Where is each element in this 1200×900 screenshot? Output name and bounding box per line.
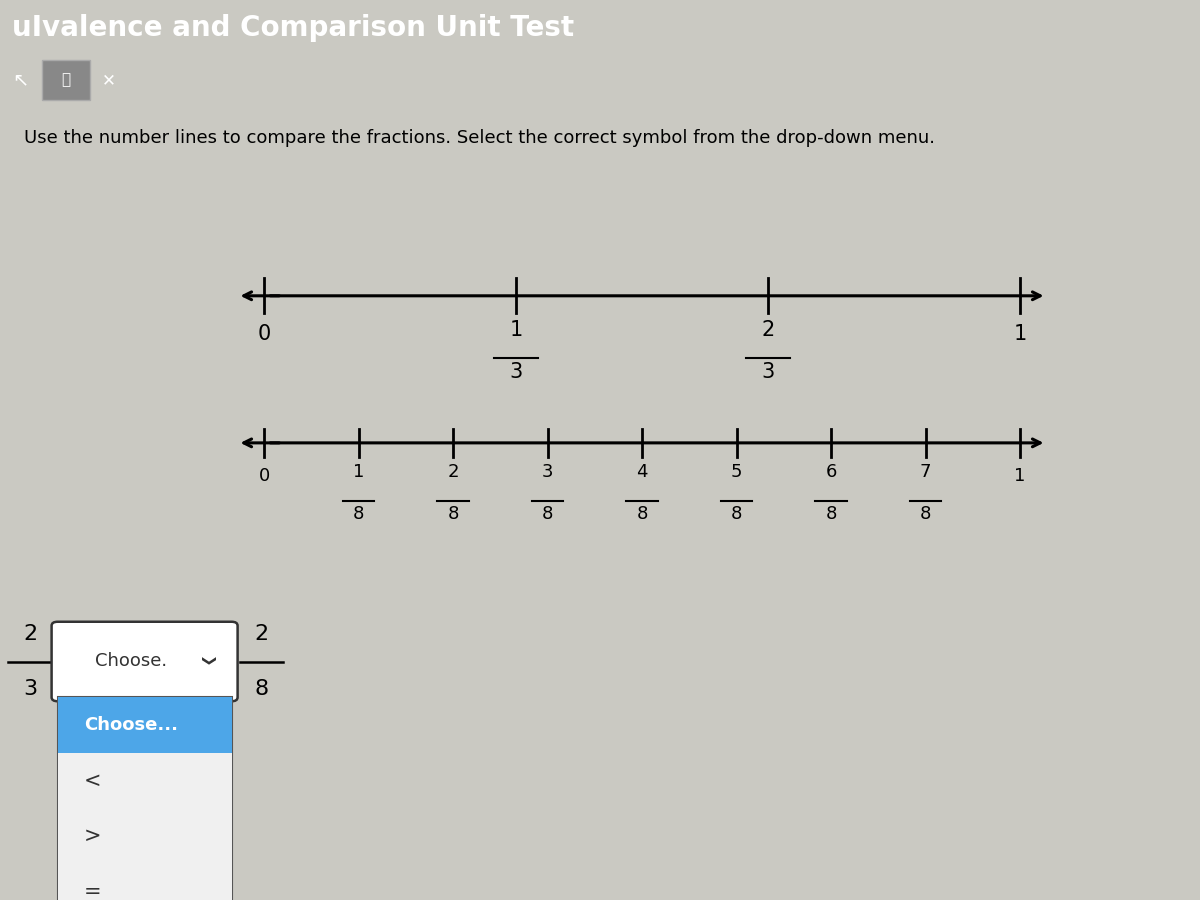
Text: 1: 1 [1014, 467, 1026, 485]
FancyBboxPatch shape [58, 698, 232, 900]
Text: 3: 3 [509, 362, 523, 382]
Text: 2: 2 [761, 320, 775, 339]
Text: 2: 2 [23, 624, 37, 644]
Text: 8: 8 [636, 505, 648, 523]
Text: =: = [84, 882, 101, 900]
Text: 0: 0 [257, 324, 271, 344]
Text: Use the number lines to compare the fractions. Select the correct symbol from th: Use the number lines to compare the frac… [24, 129, 935, 147]
Text: 📄: 📄 [61, 73, 71, 87]
Text: uIvalence and Comparison Unit Test: uIvalence and Comparison Unit Test [12, 14, 574, 41]
Text: 1: 1 [353, 463, 364, 481]
Text: 8: 8 [731, 505, 742, 523]
Text: 1: 1 [509, 320, 523, 339]
Text: 2: 2 [448, 463, 458, 481]
FancyBboxPatch shape [58, 753, 232, 808]
Text: 6: 6 [826, 463, 836, 481]
Text: 0: 0 [258, 467, 270, 485]
Text: >: > [84, 826, 101, 846]
Text: 7: 7 [919, 463, 931, 481]
Text: <: < [84, 770, 101, 791]
Text: Choose.: Choose. [95, 652, 167, 670]
Text: 8: 8 [254, 680, 269, 699]
Text: Choose...: Choose... [84, 716, 178, 734]
Text: 8: 8 [448, 505, 458, 523]
FancyBboxPatch shape [58, 698, 232, 753]
FancyBboxPatch shape [52, 622, 238, 701]
Text: ❯: ❯ [198, 656, 212, 667]
Text: 8: 8 [920, 505, 931, 523]
Text: 3: 3 [541, 463, 553, 481]
Text: 3: 3 [23, 680, 37, 699]
Text: 1: 1 [1013, 324, 1027, 344]
FancyBboxPatch shape [42, 60, 90, 100]
Text: 8: 8 [826, 505, 836, 523]
Text: 4: 4 [636, 463, 648, 481]
FancyBboxPatch shape [58, 864, 232, 900]
Text: 8: 8 [353, 505, 364, 523]
Text: ↖: ↖ [12, 70, 29, 89]
Text: ✕: ✕ [102, 71, 116, 89]
Text: 8: 8 [542, 505, 553, 523]
FancyBboxPatch shape [58, 808, 232, 864]
Text: 5: 5 [731, 463, 743, 481]
Text: 3: 3 [761, 362, 775, 382]
Text: 2: 2 [254, 624, 269, 644]
